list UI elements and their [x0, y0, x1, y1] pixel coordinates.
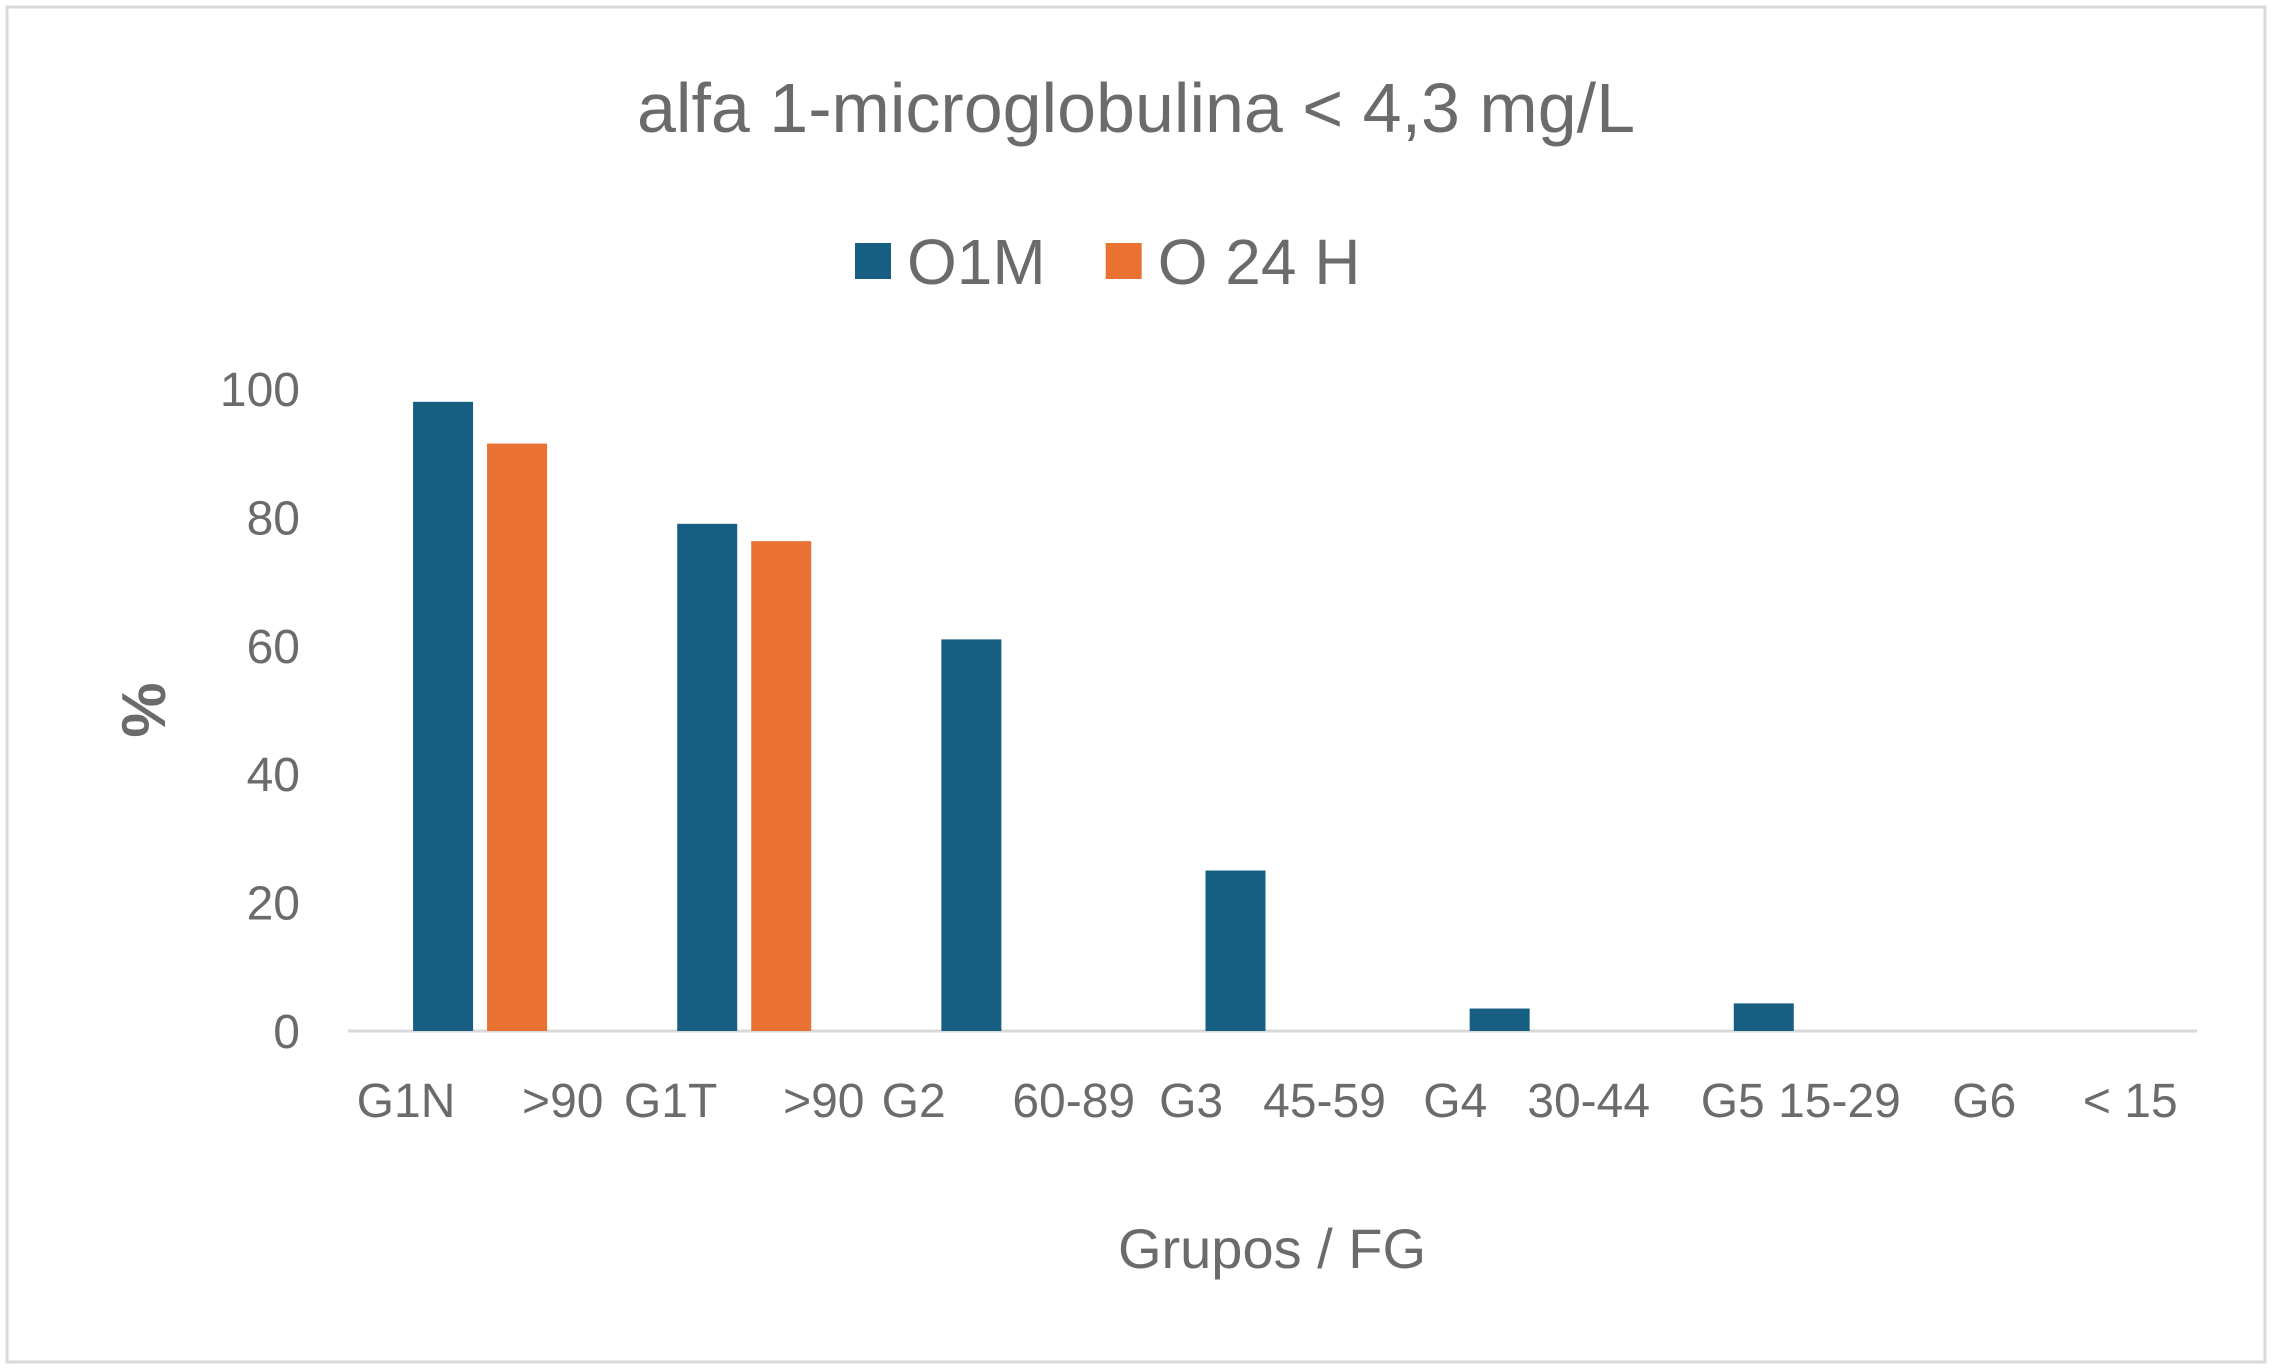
- y-tick-label: 80: [247, 492, 300, 545]
- chart-border: [5, 5, 2267, 1364]
- legend-label: O1M: [907, 226, 1046, 298]
- bar-o-24-h: [487, 443, 548, 1031]
- y-tick-label: 60: [247, 621, 300, 674]
- bar-o1m: [413, 401, 474, 1032]
- chart-title: alfa 1-microglobulina < 4,3 mg/L: [637, 69, 1635, 147]
- x-tick-label: G6 < 15: [1952, 1075, 2177, 1128]
- x-tick-label: G2 60-89: [882, 1075, 1135, 1128]
- legend-swatch: [855, 243, 891, 279]
- x-tick-label: G3 45-59: [1159, 1075, 1386, 1128]
- x-tick-label: G1T >90: [624, 1075, 865, 1128]
- y-axis: 0 20 40 60 80 100: [220, 364, 300, 1059]
- y-tick-label: 100: [220, 364, 300, 417]
- bar-o1m: [941, 639, 1002, 1031]
- bar-o1m: [1205, 870, 1266, 1031]
- y-axis-title: %: [110, 682, 179, 737]
- legend-swatch: [1105, 243, 1142, 279]
- bar-o-24-h: [751, 541, 812, 1031]
- y-tick-label: 0: [273, 1006, 300, 1059]
- legend-label: O 24 H: [1158, 226, 1361, 298]
- bar-o1m: [1469, 1008, 1530, 1031]
- x-tick-label: G1N >90: [357, 1075, 604, 1128]
- x-tick-label: G5 15-29: [1701, 1075, 1901, 1128]
- bar-o1m: [1733, 1003, 1794, 1031]
- y-tick-label: 20: [247, 878, 300, 931]
- bar-o1m: [677, 523, 738, 1031]
- x-axis-title: Grupos / FG: [1118, 1217, 1426, 1280]
- y-tick-label: 40: [247, 749, 300, 802]
- legend: O1M O 24 H: [855, 226, 1360, 298]
- x-tick-label: G4 30-44: [1423, 1075, 1650, 1128]
- x-axis: G1N >90 G1T >90 G2 60-89 G3 45-59 G4 30-44 G5…: [357, 1075, 2178, 1128]
- bars: [413, 401, 1794, 1032]
